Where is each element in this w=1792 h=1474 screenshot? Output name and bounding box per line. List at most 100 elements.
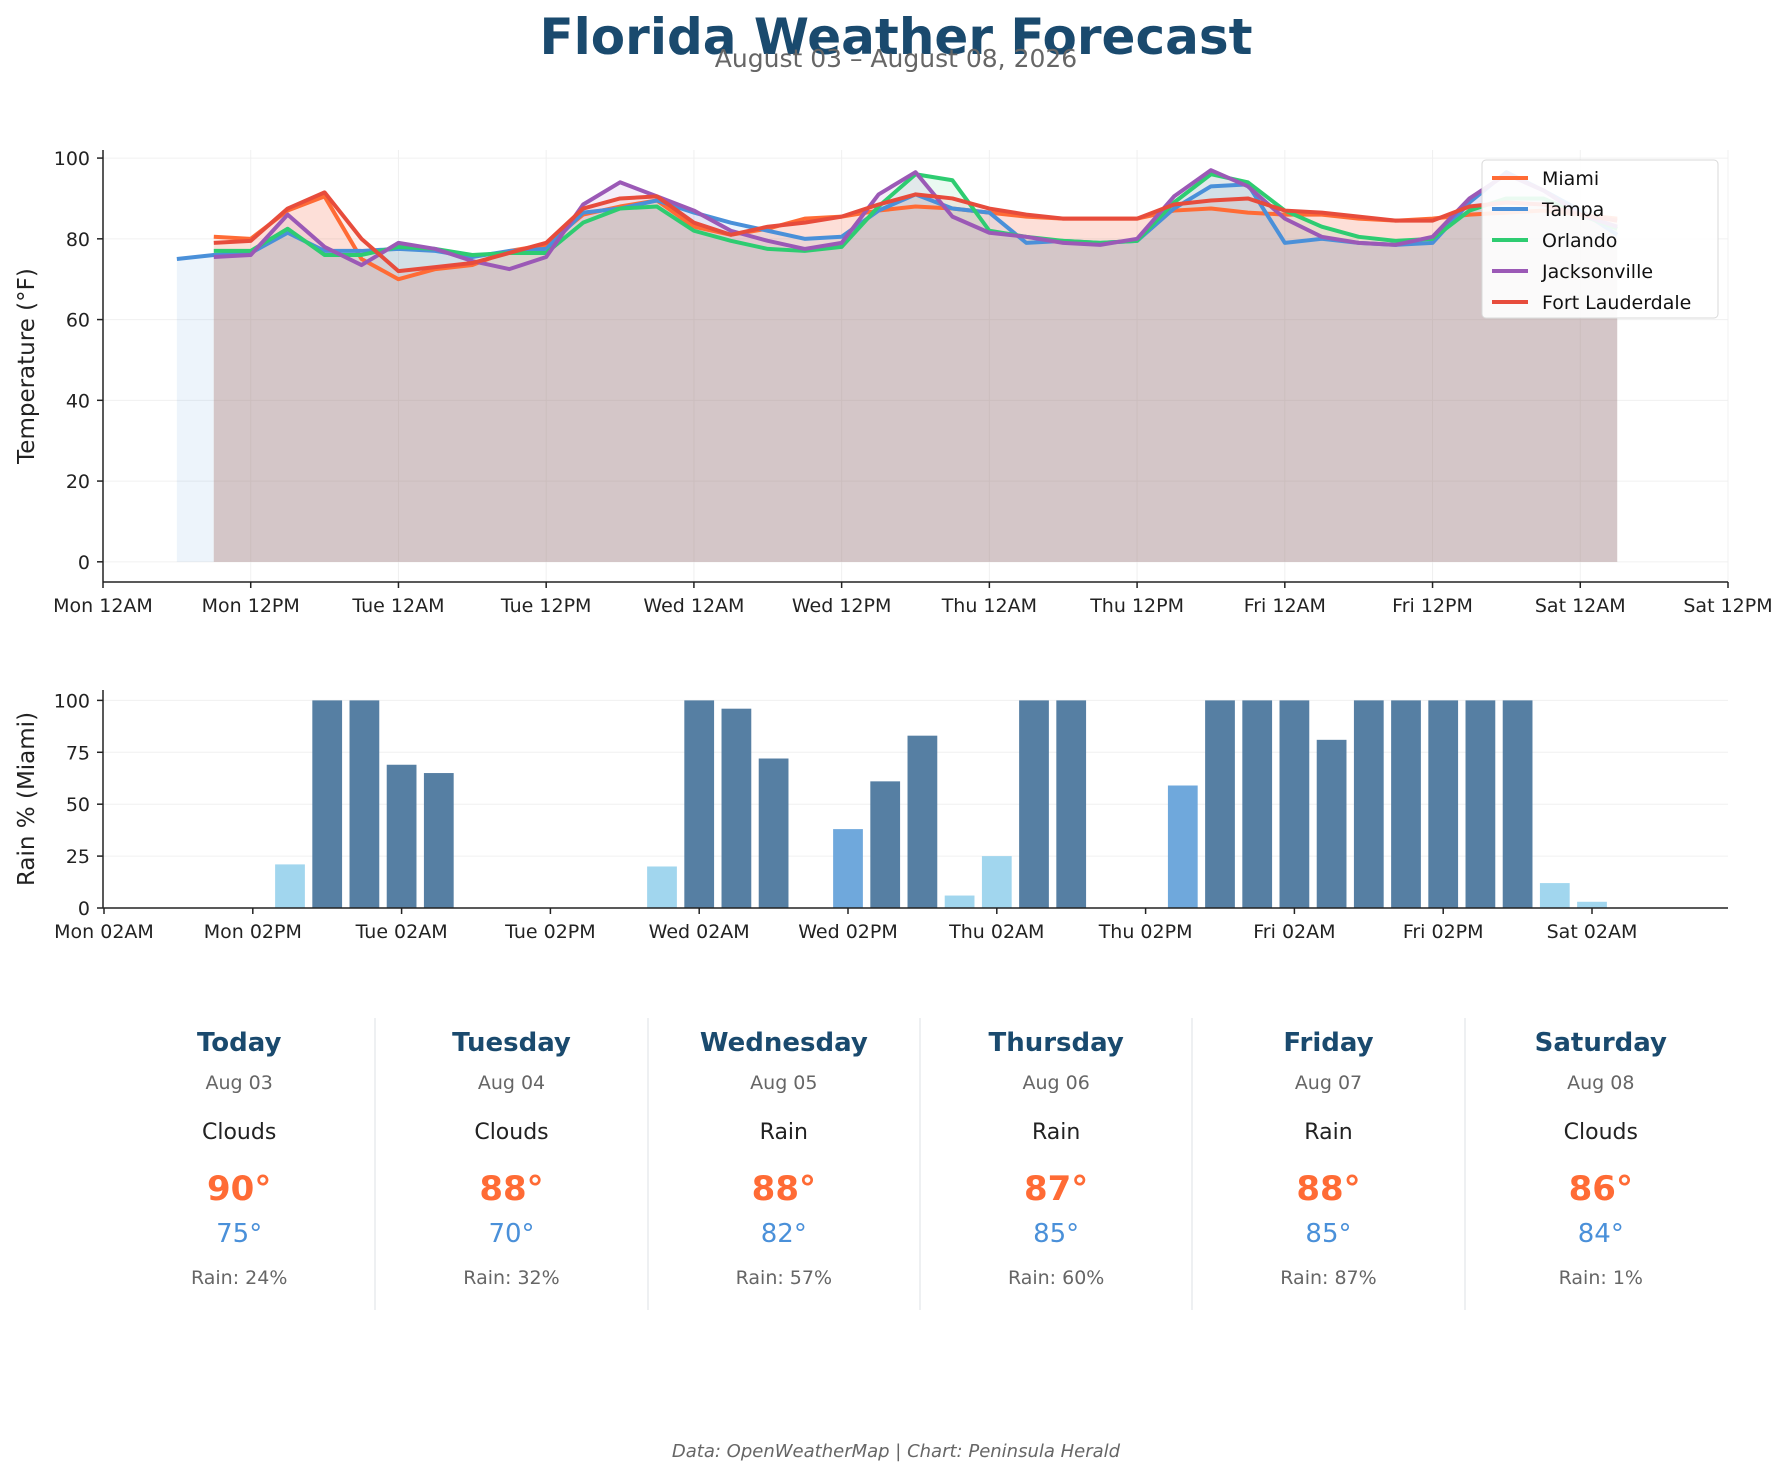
rain-bar — [1502, 700, 1533, 908]
day-low-temp: 84° — [1577, 1219, 1624, 1249]
x-tick-label: Thu 12AM — [941, 595, 1037, 617]
rain-bar — [1316, 739, 1347, 908]
x-tick-label: Thu 12PM — [1089, 595, 1184, 617]
series-area — [213, 196, 1618, 562]
rain-bar — [870, 781, 901, 908]
day-name: Wednesday — [699, 1028, 868, 1058]
series-line — [213, 190, 1618, 274]
rain-bar — [1465, 700, 1496, 908]
forecast-card: Wednesday Aug 05 Rain 88° 82° Rain: 57% — [646, 1018, 919, 1310]
forecast-card: Saturday Aug 08 Clouds 86° 84° Rain: 1% — [1463, 1018, 1736, 1310]
y-tick-label: 100 — [54, 690, 90, 712]
day-rain-chance: Rain: 24% — [190, 1267, 288, 1289]
rain-bar — [721, 708, 752, 908]
day-name: Today — [196, 1028, 282, 1058]
rain-bar — [1577, 901, 1607, 908]
rain-bar — [758, 758, 789, 908]
y-tick-label: 75 — [66, 742, 90, 764]
y-tick-label: 20 — [66, 471, 90, 493]
legend-label: Jacksonville — [1541, 261, 1653, 283]
day-rain-chance: Rain: 60% — [1007, 1267, 1105, 1289]
day-low-temp: 85° — [1033, 1219, 1080, 1249]
rain-bar — [1539, 883, 1570, 908]
day-date: Aug 07 — [1294, 1072, 1363, 1094]
day-high-temp: 88° — [1296, 1169, 1361, 1209]
series-line — [213, 168, 1618, 272]
x-tick-label: Sat 02AM — [1547, 921, 1638, 943]
rain-bar — [684, 700, 715, 908]
rain-bar — [386, 764, 417, 908]
rain-bar — [1428, 700, 1459, 908]
day-high-temp: 86° — [1568, 1169, 1633, 1209]
x-tick-label: Sat 12PM — [1683, 595, 1772, 617]
legend-label: Tampa — [1541, 199, 1604, 221]
footer-credit: Data: OpenWeatherMap | Chart: Peninsula … — [671, 1441, 1121, 1462]
rain-bar — [349, 700, 380, 908]
legend: Miami Tampa Orlando Jacksonville Fort Lauder… — [1481, 159, 1719, 319]
x-tick-label: Fri 12PM — [1392, 595, 1473, 617]
rain-chart: 0 25 50 75 100 Mon 02AM Mon 02PM Tue 02AM Tue 02… — [14, 690, 1728, 943]
day-date: Aug 08 — [1567, 1072, 1635, 1094]
day-name: Thursday — [988, 1028, 1124, 1058]
x-tick-label: Mon 12AM — [53, 595, 153, 617]
y-tick-label: 0 — [78, 898, 90, 920]
x-tick-label: Mon 02AM — [54, 921, 154, 943]
rain-bar — [312, 700, 343, 908]
y-tick-label: 60 — [66, 310, 90, 332]
x-tick-label: Wed 12PM — [792, 595, 892, 617]
forecast-card: Thursday Aug 06 Rain 87° 85° Rain: 60% — [918, 1018, 1191, 1310]
day-date: Aug 06 — [1022, 1072, 1090, 1094]
temperature-chart: 0 20 40 60 80 100 Mon 12AM Mon 12PM Tue 12AM Tue … — [14, 148, 1773, 617]
y-tick-label: 80 — [66, 229, 90, 251]
day-condition: Rain — [1031, 1120, 1081, 1145]
x-tick-label: Sat 12AM — [1535, 595, 1626, 617]
day-rain-chance: Rain: 57% — [735, 1267, 833, 1289]
x-tick-label: Mon 02PM — [204, 921, 302, 943]
day-high-temp: 88° — [479, 1169, 544, 1209]
forecast-card: Tuesday Aug 04 Clouds 88° 70° Rain: 32% — [374, 1018, 646, 1310]
y-tick-label: 40 — [66, 390, 90, 412]
daily-forecast: Today Aug 03 Clouds 90° 75° Rain: 24% Tu… — [104, 1018, 1736, 1310]
rain-bar — [1019, 700, 1049, 908]
x-tick-label: Fri 12AM — [1244, 595, 1326, 617]
rain-bar — [1167, 785, 1198, 908]
day-name: Saturday — [1534, 1028, 1667, 1058]
forecast-card: Friday Aug 07 Rain 88° 85° Rain: 87% — [1191, 1018, 1463, 1310]
y-tick-label: 0 — [78, 552, 90, 574]
x-tick-label: Thu 02PM — [1098, 921, 1193, 943]
series-area — [213, 192, 1618, 562]
legend-label: Fort Lauderdale — [1542, 292, 1691, 314]
day-rain-chance: Rain: 87% — [1280, 1267, 1377, 1289]
x-tick-label: Thu 02AM — [948, 921, 1044, 943]
series-area — [213, 174, 1618, 562]
day-date: Aug 05 — [750, 1072, 818, 1094]
x-tick-label: Tue 12AM — [351, 595, 444, 617]
day-low-temp: 70° — [488, 1219, 535, 1249]
day-low-temp: 82° — [760, 1219, 807, 1249]
day-date: Aug 04 — [477, 1072, 546, 1094]
x-tick-label: Tue 12PM — [500, 595, 592, 617]
x-tick-label: Tue 02AM — [355, 921, 448, 943]
rain-bar — [275, 864, 305, 908]
day-condition: Clouds — [1563, 1120, 1638, 1145]
x-tick-label: Fri 02PM — [1403, 921, 1484, 943]
legend-label: Miami — [1542, 168, 1599, 190]
page-title: Florida Weather Forecast — [539, 8, 1253, 66]
forecast-card: Today Aug 03 Clouds 90° 75° Rain: 24% — [104, 1018, 374, 1310]
rain-bar — [1205, 700, 1235, 908]
y-tick-label: 25 — [66, 846, 90, 868]
rain-bar — [647, 866, 677, 908]
day-rain-chance: Rain: 1% — [1558, 1267, 1643, 1289]
day-name: Tuesday — [452, 1028, 571, 1058]
rain-bar — [1242, 700, 1273, 908]
day-high-temp: 88° — [751, 1169, 816, 1209]
day-high-temp: 87° — [1023, 1169, 1089, 1209]
x-tick-label: Mon 12PM — [202, 595, 300, 617]
y-tick-label: 100 — [54, 148, 90, 170]
day-high-temp: 90° — [207, 1169, 272, 1209]
x-tick-label: Fri 02AM — [1253, 921, 1335, 943]
day-name: Friday — [1283, 1028, 1374, 1058]
series-area — [213, 170, 1618, 562]
rain-bar — [1279, 700, 1310, 908]
rain-bar — [907, 735, 938, 908]
